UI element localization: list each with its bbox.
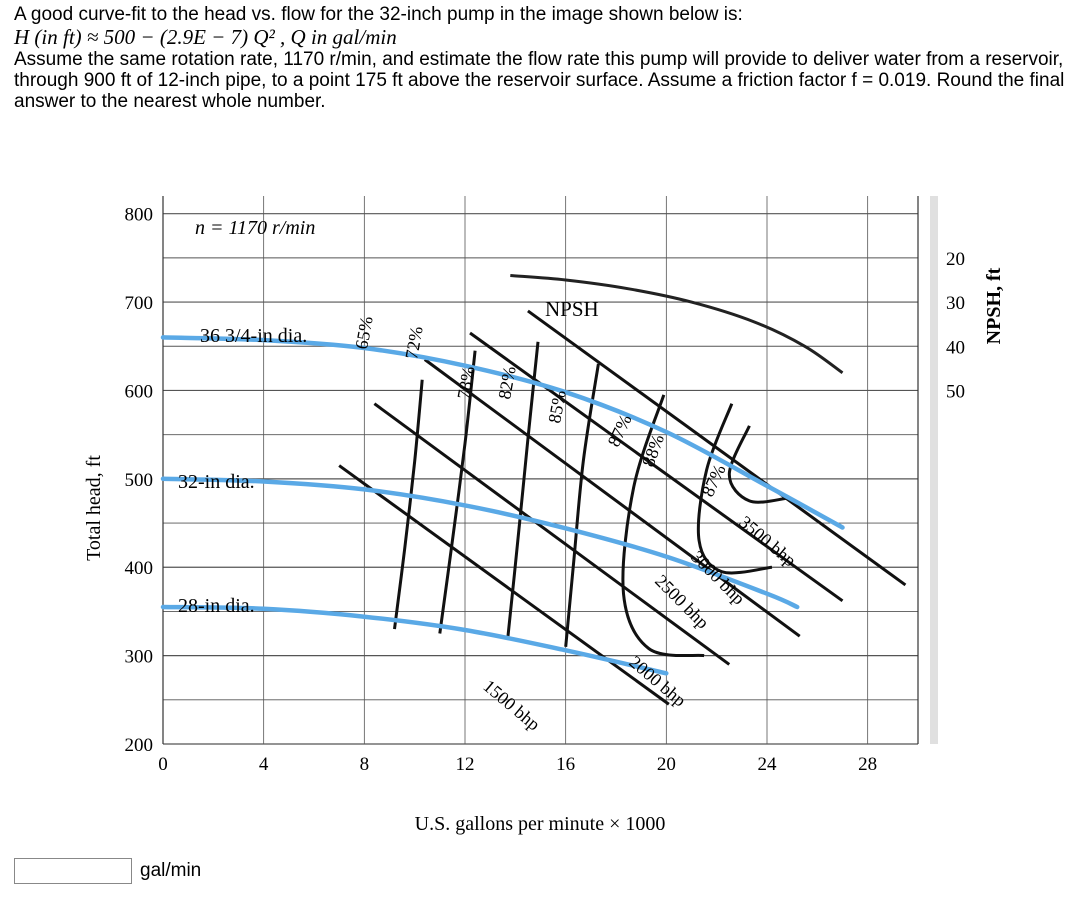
bhp-line [338,464,670,706]
question-text: A good curve-fit to the head vs. flow fo… [14,4,1078,112]
y-tick-label: 700 [125,293,154,314]
y2-axis-label: NPSH, ft [983,267,1005,344]
bhp-lines [338,309,907,706]
x-axis-label: U.S. gallons per minute × 1000 [415,813,666,835]
x-tick-label: 24 [758,754,778,775]
y2-tick-label: 30 [946,293,965,314]
chart-labels: n = 1170 r/min NPSH 36 3/4-in dia. 32-in… [83,217,1005,835]
speed-label: n = 1170 r/min [195,217,315,239]
efficiency-curve [727,425,788,504]
question-body: Assume the same rotation rate, 1170 r/mi… [14,49,1065,112]
head-curve [160,604,669,676]
efficiency-curves [393,341,788,658]
bhp-line [527,309,907,587]
x-tick-label: 16 [556,754,575,775]
efficiency-curve [438,350,477,634]
npsh-axis-band [930,196,938,744]
y-axis-label: Total head, ft [83,455,105,561]
bhp-label-2500: 2500 bhp [651,571,713,633]
answer-row: gal/min [14,858,201,884]
efficiency-curve [393,379,424,630]
head-curve [160,335,845,530]
y-tick-label: 400 [125,558,154,579]
npsh-curve [510,274,844,375]
efficiency-curve [621,394,705,658]
y-tick-label: 300 [125,647,154,668]
y-tick-label: 500 [125,470,154,491]
head-curves [160,335,845,676]
head-curve-label-28: 28-in dia. [178,595,255,617]
bhp-label-3000: 3000 bhp [687,547,749,609]
bhp-label-1500: 1500 bhp [479,676,544,735]
answer-unit: gal/min [140,860,202,881]
y-tick-label: 200 [125,735,154,756]
y2-tick-label: 20 [946,249,965,270]
y-tick-label: 800 [125,205,154,226]
x-tick-label: 0 [158,754,168,775]
bhp-line [373,402,731,666]
x-tick-label: 4 [259,754,269,775]
x-tick-label: 12 [456,754,475,775]
bhp-line [469,331,844,603]
pump-performance-chart: 0 4 8 12 16 20 24 28 200 300 400 500 600 700 800 50 40 30… [83,196,1005,835]
x-tick-label: 8 [360,754,370,775]
head-curve [160,476,800,610]
curve-fit-formula: H (in ft) ≈ 500 − (2.9E − 7) Q² , Q in g… [14,25,397,49]
npsh-label: NPSH [545,297,599,321]
y2-tick-label: 50 [946,381,965,402]
eff-label-88: 88% [638,432,668,470]
y-tick-label: 600 [125,381,154,402]
question-intro: A good curve-fit to the head vs. flow fo… [14,4,743,25]
head-curve-label-36: 36 3/4-in dia. [200,325,307,347]
answer-input[interactable] [14,858,132,884]
bhp-label-3500: 3500 bhp [735,512,800,571]
head-curve-label-32: 32-in dia. [178,471,255,493]
eff-label-65: 65% [351,315,376,351]
efficiency-curve [506,341,540,639]
y2-tick-label: 40 [946,337,965,358]
eff-label-82: 82% [494,365,519,401]
chart-grid: 0 4 8 12 16 20 24 28 200 300 400 500 600 700 800 50 40 30… [125,196,965,775]
x-tick-label: 28 [858,754,877,775]
efficiency-curve [564,363,600,647]
x-tick-label: 20 [657,754,676,775]
eff-label-87-right: 87% [697,461,729,499]
bhp-line [423,358,801,638]
